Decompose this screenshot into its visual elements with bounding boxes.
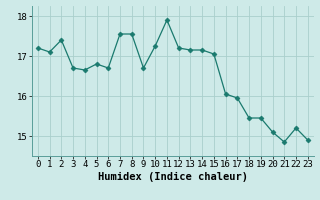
X-axis label: Humidex (Indice chaleur): Humidex (Indice chaleur) [98, 172, 248, 182]
